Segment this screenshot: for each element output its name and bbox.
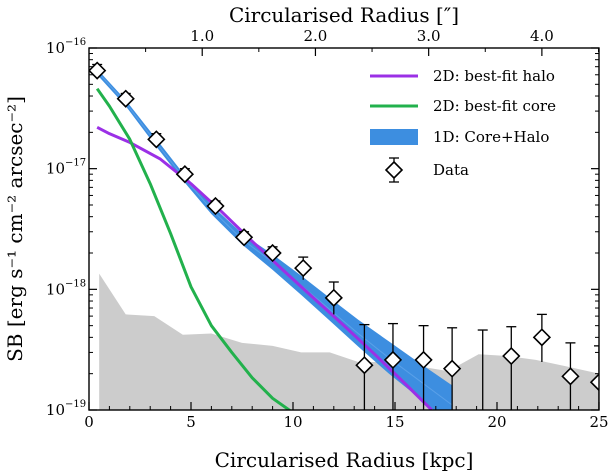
data-point — [589, 373, 599, 392]
y-tick-label: 10 — [46, 39, 65, 57]
legend-band-swatch — [370, 129, 418, 145]
x-tick-label: 20 — [487, 413, 506, 431]
noise-region — [99, 273, 599, 410]
legend-core-label: 2D: best-fit core — [433, 97, 556, 115]
data-point — [234, 228, 254, 247]
legend-data-label: Data — [433, 161, 469, 179]
top-x-tick-label: 3.0 — [417, 27, 441, 45]
top-x-tick-label: 4.0 — [530, 27, 554, 45]
data-point — [263, 243, 282, 263]
data-point — [175, 165, 195, 184]
legend-band-label: 1D: Core+Halo — [433, 128, 549, 146]
x-axis-title: Circularised Radius [kpc] — [215, 448, 474, 472]
data-point — [89, 61, 107, 80]
data-point — [116, 89, 135, 108]
y-tick-exponent: −19 — [65, 399, 86, 410]
core-curve — [95, 87, 292, 410]
top-x-tick-label: 2.0 — [304, 27, 328, 45]
data-point — [502, 346, 521, 366]
legend-data-swatch — [384, 157, 404, 183]
data-point — [532, 328, 552, 347]
data-point — [355, 356, 374, 375]
x-tick-label: 10 — [283, 413, 302, 431]
data-point — [383, 350, 403, 370]
x-tick-label: 25 — [589, 413, 608, 431]
top-x-axis-title: Circularised Radius [″] — [229, 3, 459, 27]
data-point — [561, 367, 580, 386]
x-tick-label: 5 — [186, 413, 196, 431]
data-point — [442, 359, 462, 378]
x-tick-label: 0 — [84, 413, 94, 431]
y-axis-title: SB [erg s⁻¹ cm⁻² arcsec⁻²] — [3, 96, 27, 362]
legend-halo-label: 2D: best-fit halo — [433, 67, 555, 85]
data-point — [206, 196, 225, 216]
top-x-tick-label: 1.0 — [190, 27, 214, 45]
plot-area — [89, 61, 599, 410]
data-point — [147, 130, 166, 149]
y-tick-exponent: −16 — [65, 37, 86, 48]
y-tick-label: 10 — [46, 280, 65, 298]
y-tick-label: 10 — [46, 401, 65, 419]
y-tick-label: 10 — [46, 160, 65, 178]
data-point — [294, 258, 313, 278]
x-tick-label: 15 — [385, 413, 404, 431]
y-tick-exponent: −17 — [65, 158, 86, 169]
data-point — [414, 350, 433, 370]
y-tick-exponent: −18 — [65, 278, 86, 289]
legend: 2D: best-fit halo 2D: best-fit core 1D: … — [370, 67, 556, 183]
plot-frame — [88, 47, 600, 411]
data-point — [324, 288, 343, 307]
